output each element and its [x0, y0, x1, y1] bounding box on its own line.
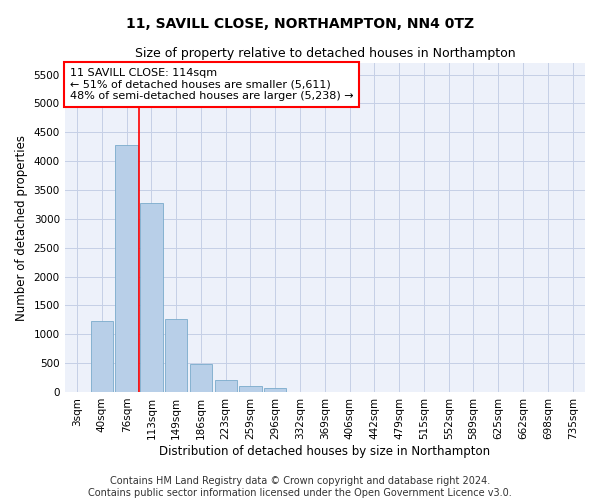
X-axis label: Distribution of detached houses by size in Northampton: Distribution of detached houses by size …: [159, 444, 490, 458]
Text: 11 SAVILL CLOSE: 114sqm
← 51% of detached houses are smaller (5,611)
48% of semi: 11 SAVILL CLOSE: 114sqm ← 51% of detache…: [70, 68, 353, 101]
Bar: [215, 380, 237, 392]
Title: Size of property relative to detached houses in Northampton: Size of property relative to detached ho…: [134, 48, 515, 60]
Text: Contains HM Land Registry data © Crown copyright and database right 2024.
Contai: Contains HM Land Registry data © Crown c…: [88, 476, 512, 498]
Bar: [239, 386, 262, 392]
Bar: [190, 364, 212, 392]
Text: 11, SAVILL CLOSE, NORTHAMPTON, NN4 0TZ: 11, SAVILL CLOSE, NORTHAMPTON, NN4 0TZ: [126, 18, 474, 32]
Y-axis label: Number of detached properties: Number of detached properties: [15, 134, 28, 320]
Bar: [91, 321, 113, 392]
Bar: [264, 388, 286, 392]
Bar: [165, 318, 187, 392]
Bar: [115, 145, 138, 392]
Bar: [140, 202, 163, 392]
